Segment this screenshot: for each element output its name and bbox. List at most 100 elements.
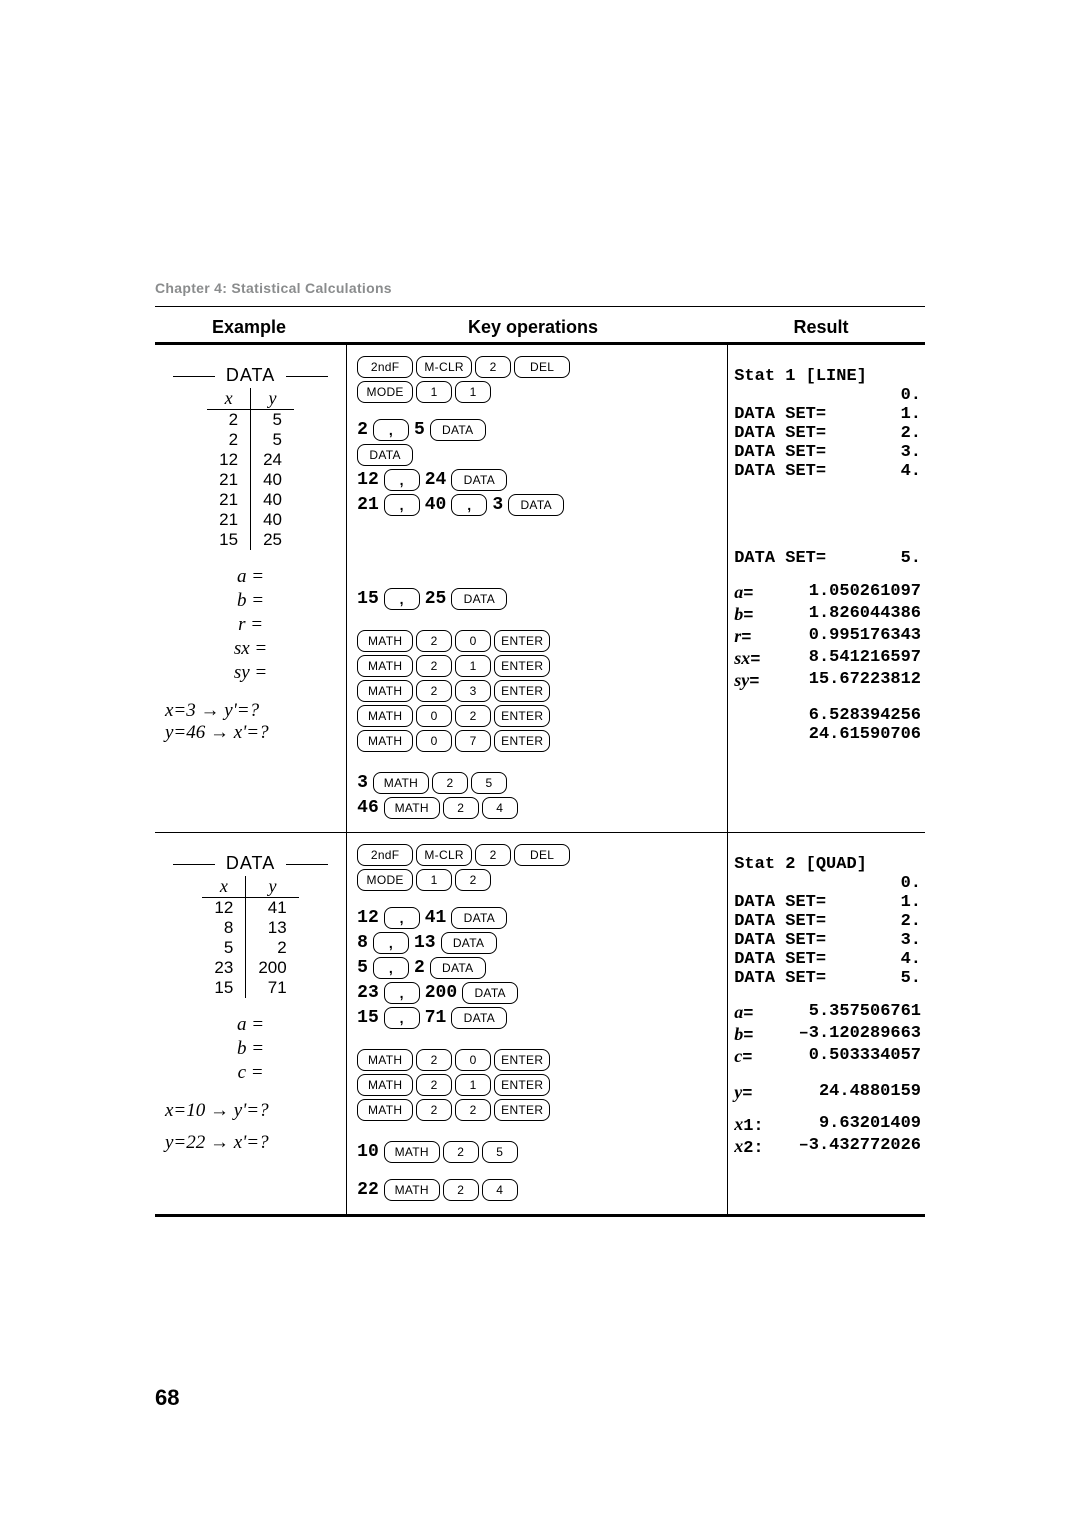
result-row: DATA SET=3. — [734, 443, 921, 462]
data-key: DATA — [430, 419, 486, 441]
math-key: MATH — [357, 705, 413, 727]
result-row: c= 0.503334057 — [734, 1046, 921, 1068]
result-value: 0.503334057 — [809, 1046, 921, 1068]
result-zero: 0. — [734, 874, 921, 893]
result-value: 6.528394256 — [734, 706, 921, 725]
typed-number: 3 — [357, 773, 368, 793]
comma-key: , — [384, 588, 420, 610]
result-value: 3. — [901, 443, 921, 462]
key-sequence: 2ndFM-CLR2DEL — [357, 844, 719, 866]
table-cell: 25 — [251, 530, 294, 550]
comma-key: , — [384, 469, 420, 491]
result-label: x2: — [734, 1136, 763, 1158]
typed-number: 13 — [414, 933, 436, 953]
result-value: 1. — [901, 893, 921, 912]
result-zero: 0. — [734, 386, 921, 405]
table-cell: 2 — [246, 938, 299, 958]
math-key: MATH — [357, 680, 413, 702]
3-key: 3 — [455, 680, 491, 702]
header-ops: Key operations — [343, 313, 723, 342]
result-value: 1. — [901, 405, 921, 424]
enter-key: ENTER — [494, 705, 550, 727]
0-key: 0 — [455, 1049, 491, 1071]
typed-number: 15 — [357, 589, 379, 609]
result-label: sy= — [734, 670, 759, 692]
result-row: a= 5.357506761 — [734, 1002, 921, 1024]
result-label: DATA SET= — [734, 424, 826, 443]
result-value: 2. — [901, 424, 921, 443]
result-value: 5. — [901, 969, 921, 988]
key-sequence: MATH20ENTER — [357, 1049, 719, 1071]
eq-a: a = — [161, 566, 340, 588]
typed-number: 41 — [425, 908, 447, 928]
key-sequence: 5,2DATA — [357, 957, 719, 979]
math-key: MATH — [384, 1179, 440, 1201]
result-value: –3.432772026 — [799, 1136, 921, 1158]
result-label: r= — [734, 626, 761, 648]
enter-key: ENTER — [494, 630, 550, 652]
result-label: DATA SET= — [734, 931, 826, 950]
result-value: 8.541216597 — [809, 648, 921, 670]
table-cell: 21 — [207, 490, 250, 510]
question-xy1: x=10 → y'=? — [161, 1100, 340, 1122]
comma-key: , — [384, 982, 420, 1004]
key-sequence: MATH20ENTER — [357, 630, 719, 652]
0-key: 0 — [416, 730, 452, 752]
result-label: b= — [734, 604, 763, 626]
key-sequence: 15,71DATA — [357, 1007, 719, 1029]
col-y: y — [246, 876, 299, 898]
key-sequence: MODE12 — [357, 869, 719, 891]
eq-b: b = — [161, 590, 340, 612]
del-key: DEL — [514, 356, 570, 378]
2-key: 2 — [475, 844, 511, 866]
enter-key: ENTER — [494, 655, 550, 677]
1-key: 1 — [416, 869, 452, 891]
data-key: DATA — [451, 588, 507, 610]
enter-key: ENTER — [494, 680, 550, 702]
comma-key: , — [373, 419, 409, 441]
result-value: 15.67223812 — [809, 670, 921, 692]
typed-number: 10 — [357, 1142, 379, 1162]
result-label: x1: — [734, 1114, 784, 1136]
typed-number: 25 — [425, 589, 447, 609]
math-key: MATH — [357, 655, 413, 677]
result-row: DATA SET=1. — [734, 405, 921, 424]
data-key: DATA — [430, 957, 486, 979]
key-sequence: MODE11 — [357, 381, 719, 403]
chapter-title: Chapter 4: Statistical Calculations — [155, 280, 925, 296]
result-row: DATA SET=4. — [734, 462, 921, 481]
2-key: 2 — [416, 630, 452, 652]
key-sequence: 12,41DATA — [357, 907, 719, 929]
result-value: 5. — [901, 549, 921, 568]
2ndf-key: 2ndF — [357, 844, 413, 866]
mode-key: MODE — [357, 381, 413, 403]
1-key: 1 — [455, 655, 491, 677]
key-sequence: 23,200DATA — [357, 982, 719, 1004]
table-cell: 23 — [202, 958, 245, 978]
key-sequence: 12,24DATA — [357, 469, 719, 491]
math-key: MATH — [373, 772, 429, 794]
2-key: 2 — [416, 1049, 452, 1071]
eq-c: c = — [161, 1062, 340, 1084]
col-x: x — [202, 876, 245, 898]
page-number: 68 — [155, 1385, 179, 1411]
data-key: DATA — [508, 494, 564, 516]
math-key: MATH — [384, 1141, 440, 1163]
result-label: DATA SET= — [734, 912, 826, 931]
typed-number: 12 — [357, 470, 379, 490]
key-sequence: 15,25DATA — [357, 588, 719, 610]
result-label: DATA SET= — [734, 549, 826, 568]
table-cell: 2 — [207, 410, 250, 431]
result-label: DATA SET= — [734, 969, 826, 988]
typed-number: 200 — [425, 983, 457, 1003]
result-value: 2. — [901, 912, 921, 931]
result-value: 24.61590706 — [734, 725, 921, 744]
key-sequence: 8,13DATA — [357, 932, 719, 954]
question-xy1: x=3 → y'=? — [161, 700, 340, 722]
result-value: 4. — [901, 950, 921, 969]
header-example: Example — [155, 313, 343, 342]
header-result: Result — [723, 313, 919, 342]
result-value: 3. — [901, 931, 921, 950]
table-header: Example Key operations Result — [155, 313, 925, 342]
result-label: c= — [734, 1046, 762, 1068]
